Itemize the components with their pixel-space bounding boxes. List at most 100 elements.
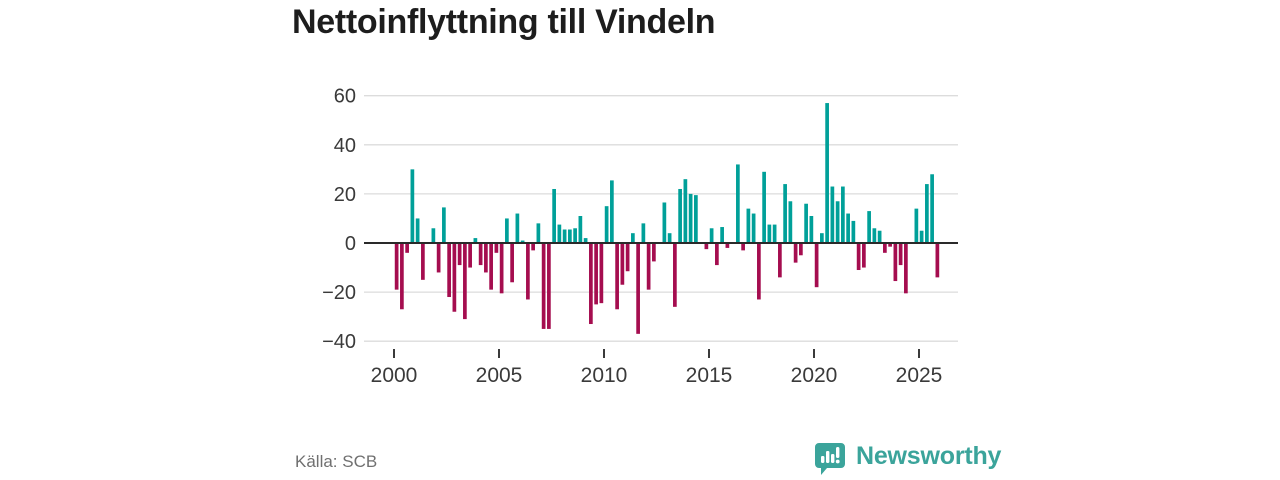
bar [688,193,693,243]
bar [447,243,451,298]
brand-logo: Newsworthy [814,441,1001,479]
bar [568,229,572,243]
bar [641,223,646,243]
bar [757,243,761,300]
bar [583,238,588,243]
bar [562,229,567,243]
bar [778,243,782,278]
bar [578,216,583,244]
bar [625,243,630,272]
bar [646,243,651,290]
bar [883,243,887,253]
bar [457,243,462,266]
bar-chart-speech-bubble-icon [815,443,845,475]
bar [520,240,525,243]
bar [673,243,677,307]
bar [788,201,793,243]
bar [526,243,530,300]
bar [394,243,399,290]
bar [841,186,845,243]
y-axis-label: 40 [334,135,356,157]
bar [709,228,714,243]
bar [494,243,499,253]
chart-canvas: 60 40 20 0 −20 −40 2000 2005 2010 2015 2020 2025 [322,86,958,387]
bar [830,186,835,243]
y-axis-label: −20 [322,282,356,304]
x-axis-label: 2015 [686,364,733,387]
y-axis-label: 20 [334,184,356,206]
bar [820,233,824,243]
bar [772,224,777,243]
bar [473,238,478,243]
bar [898,243,903,266]
bar [536,223,541,243]
net-migration-bar-chart: 60 40 20 0 −20 −40 2000 2005 2010 2015 2020 2025 [300,82,976,392]
bar [667,233,672,243]
bar [741,243,745,251]
x-axis-label: 2020 [791,364,838,387]
source-label: Källa: SCB [295,452,378,471]
bar [877,230,882,243]
bar [872,228,877,243]
bar [846,213,850,243]
bar [510,243,514,283]
bar [751,213,756,243]
bar [499,243,504,294]
x-axis-label: 2025 [896,364,943,387]
bar [767,224,772,243]
bar [478,243,483,266]
x-axis-label: 2010 [581,364,628,387]
bar [489,243,493,290]
bar [541,243,546,329]
bar [930,174,934,243]
x-axis-label: 2005 [476,364,523,387]
bar [762,171,766,243]
bar [799,243,803,256]
bar [856,243,861,271]
bar [636,243,640,334]
y-axis-label: 0 [345,233,356,255]
bar [715,243,719,266]
bar [678,188,682,243]
bar [746,208,751,243]
bar [599,243,604,304]
bar [421,243,425,280]
bar [809,216,814,244]
bar [919,230,924,243]
bar [720,227,724,243]
bar [783,184,787,243]
bar [436,243,441,273]
bar [442,207,446,243]
bar [573,228,577,243]
bar [694,195,698,243]
brand-name: Newsworthy [856,442,1002,470]
bar [415,218,420,243]
bar [904,243,908,294]
bar [914,208,919,243]
x-axis-label: 2000 [371,364,418,387]
bar [452,243,457,312]
bar [736,164,740,243]
bar [867,211,871,243]
bar [552,188,556,243]
bar [631,233,635,243]
bar [851,220,856,243]
bar [615,243,619,310]
page-title: Nettoinflyttning till Vindeln [292,3,716,41]
y-axis-label: 60 [334,86,356,108]
y-axis-label: −40 [322,331,356,353]
bar [814,243,819,288]
bar [888,243,892,247]
bar [557,224,562,243]
bar [431,228,436,243]
bar [652,243,656,262]
bar [400,243,404,310]
bar [835,201,840,243]
bar [594,243,598,305]
bar [662,202,667,243]
bar [484,243,488,273]
bar [505,218,509,243]
bar [604,206,609,243]
bar [704,243,709,250]
bar [410,169,415,243]
